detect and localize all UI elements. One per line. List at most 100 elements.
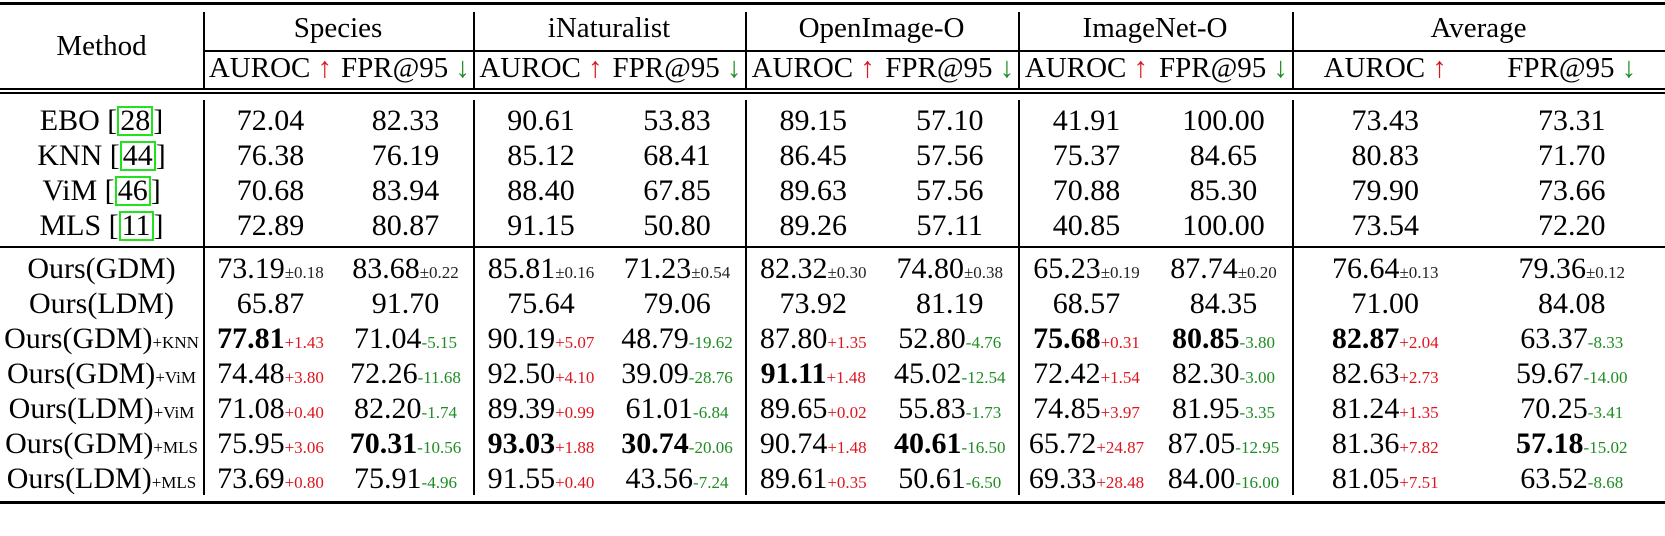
metric-header-fpr95: FPR@95 ↓ <box>882 51 1019 85</box>
reduction-delta: -16.00 <box>1235 473 1280 492</box>
table-cell: 86.45 <box>779 139 848 172</box>
table-cell: 73.19±0.18 <box>203 252 338 290</box>
table-cell: 40.61-16.50 <box>882 427 1019 465</box>
gain-delta: +3.97 <box>1100 403 1140 422</box>
table-cell: 72.26-11.68 <box>338 357 473 395</box>
metric-label: FPR@95 <box>1507 52 1622 84</box>
cell-value: 91.70 <box>371 287 440 320</box>
citation-link[interactable]: 46 <box>114 176 151 206</box>
table-cell: 92.50+4.10 <box>473 357 609 395</box>
method-name: EBO [28] <box>0 104 203 138</box>
metric-label: AUROC <box>1323 52 1433 84</box>
table-cell: 57.10 <box>916 104 984 137</box>
table-cell: 63.52-8.68 <box>1479 462 1665 500</box>
cell-value: 81.95 <box>1172 392 1240 425</box>
cell-value: 69.33 <box>1028 462 1097 495</box>
method-label: Ours(LDM) <box>6 462 152 495</box>
table-cell: 79.06 <box>609 287 745 321</box>
cell-value: 81.24 <box>1331 392 1400 425</box>
gain-delta: +1.35 <box>1399 403 1439 422</box>
cell-value: 74.80 <box>896 252 964 285</box>
table-cell: 76.38 <box>236 139 305 172</box>
method-suffix: +KNN <box>152 333 199 352</box>
cell-value: 90.19 <box>487 322 556 355</box>
reduction-delta: -28.76 <box>688 368 733 387</box>
metric-label: FPR@95 <box>340 52 456 84</box>
table-cell: 85.81±0.16 <box>473 252 609 290</box>
std-dev: ±0.12 <box>1585 263 1626 282</box>
cell-value: 73.69 <box>217 462 285 495</box>
reduction-delta: -8.33 <box>1587 333 1624 352</box>
cell-value: 81.19 <box>916 287 984 320</box>
table-cell: 75.64 <box>473 287 609 321</box>
cell-value: 75.64 <box>507 287 575 320</box>
method-label: MLS [ <box>39 209 119 242</box>
gain-delta: +1.48 <box>827 438 867 457</box>
std-dev: ±0.38 <box>963 263 1004 282</box>
gain-delta: +0.99 <box>555 403 595 422</box>
std-dev: ±0.19 <box>1100 263 1140 282</box>
table-cell: 90.61 <box>507 104 575 137</box>
gain-delta: +0.40 <box>555 473 595 492</box>
table-cell: 71.04-5.15 <box>338 322 473 360</box>
reduction-delta: -20.06 <box>688 438 733 457</box>
arrow-up-icon: ↑ <box>1133 52 1149 84</box>
cell-value: 59.67 <box>1516 357 1584 390</box>
table-cell: 70.88 <box>1052 174 1121 207</box>
std-dev: ±0.16 <box>555 263 595 282</box>
table-cell: 65.23±0.19 <box>1018 252 1155 290</box>
table-cell: 70.68 <box>236 174 305 207</box>
column-divider <box>1018 248 1020 495</box>
bracket: ] <box>155 139 166 172</box>
table-cell: 72.42+1.54 <box>1018 357 1155 395</box>
table-cell: 82.33 <box>371 104 440 137</box>
table-cell: 100.00 <box>1182 209 1265 242</box>
method-name: Ours(GDM) <box>0 252 203 286</box>
metric-label: AUROC <box>1024 52 1134 84</box>
arrow-down-icon: ↓ <box>999 52 1015 84</box>
gain-delta: +5.07 <box>555 333 595 352</box>
citation-link[interactable]: 11 <box>118 211 154 241</box>
column-divider <box>745 100 747 246</box>
method-name: ViM [46] <box>0 174 203 208</box>
gain-delta: +2.73 <box>1399 368 1439 387</box>
cell-value: 82.32 <box>759 252 828 285</box>
table-cell: 87.80+1.35 <box>745 322 882 360</box>
citation-link[interactable]: 28 <box>117 106 154 136</box>
reduction-delta: -10.56 <box>417 438 462 457</box>
cell-value: 57.18 <box>1516 427 1584 460</box>
metric-header-auroc: AUROC ↑ <box>1292 51 1479 85</box>
table-cell: 30.74-20.06 <box>609 427 745 465</box>
reduction-delta: -15.02 <box>1583 438 1628 457</box>
reduction-delta: -5.15 <box>421 333 457 352</box>
method-name: Ours(LDM)+MLS <box>0 462 203 500</box>
cell-value: 89.39 <box>487 392 556 425</box>
method-name: MLS [11] <box>0 209 203 243</box>
cell-value: 87.80 <box>759 322 828 355</box>
table-cell: 81.95-3.35 <box>1155 392 1292 430</box>
header-rule-1 <box>0 88 1665 90</box>
cell-value: 70.31 <box>349 427 418 460</box>
table-cell: 84.35 <box>1155 287 1292 321</box>
table-cell: 84.00-16.00 <box>1155 462 1292 500</box>
column-divider <box>745 12 747 88</box>
cell-value: 65.23 <box>1033 252 1101 285</box>
cell-value: 80.85 <box>1172 322 1240 355</box>
column-divider <box>1292 248 1294 495</box>
cell-value: 65.72 <box>1028 427 1097 460</box>
table-cell: 81.19 <box>882 287 1019 321</box>
arrow-down-icon: ↓ <box>727 52 742 84</box>
header-rule-2 <box>0 92 1665 94</box>
table-cell: 69.33+28.48 <box>1018 462 1155 500</box>
citation-link[interactable]: 44 <box>119 141 156 171</box>
reduction-delta: -1.73 <box>965 403 1002 422</box>
cell-value: 40.61 <box>894 427 962 460</box>
bracket: ] <box>153 209 164 242</box>
std-dev: ±0.13 <box>1399 263 1439 282</box>
cell-value: 52.80 <box>898 322 966 355</box>
table-cell: 57.56 <box>916 174 984 207</box>
method-suffix: +MLS <box>153 438 198 457</box>
method-name: Ours(GDM)+KNN <box>0 322 203 360</box>
reduction-delta: -6.84 <box>693 403 729 422</box>
bottom-rule <box>0 501 1665 504</box>
